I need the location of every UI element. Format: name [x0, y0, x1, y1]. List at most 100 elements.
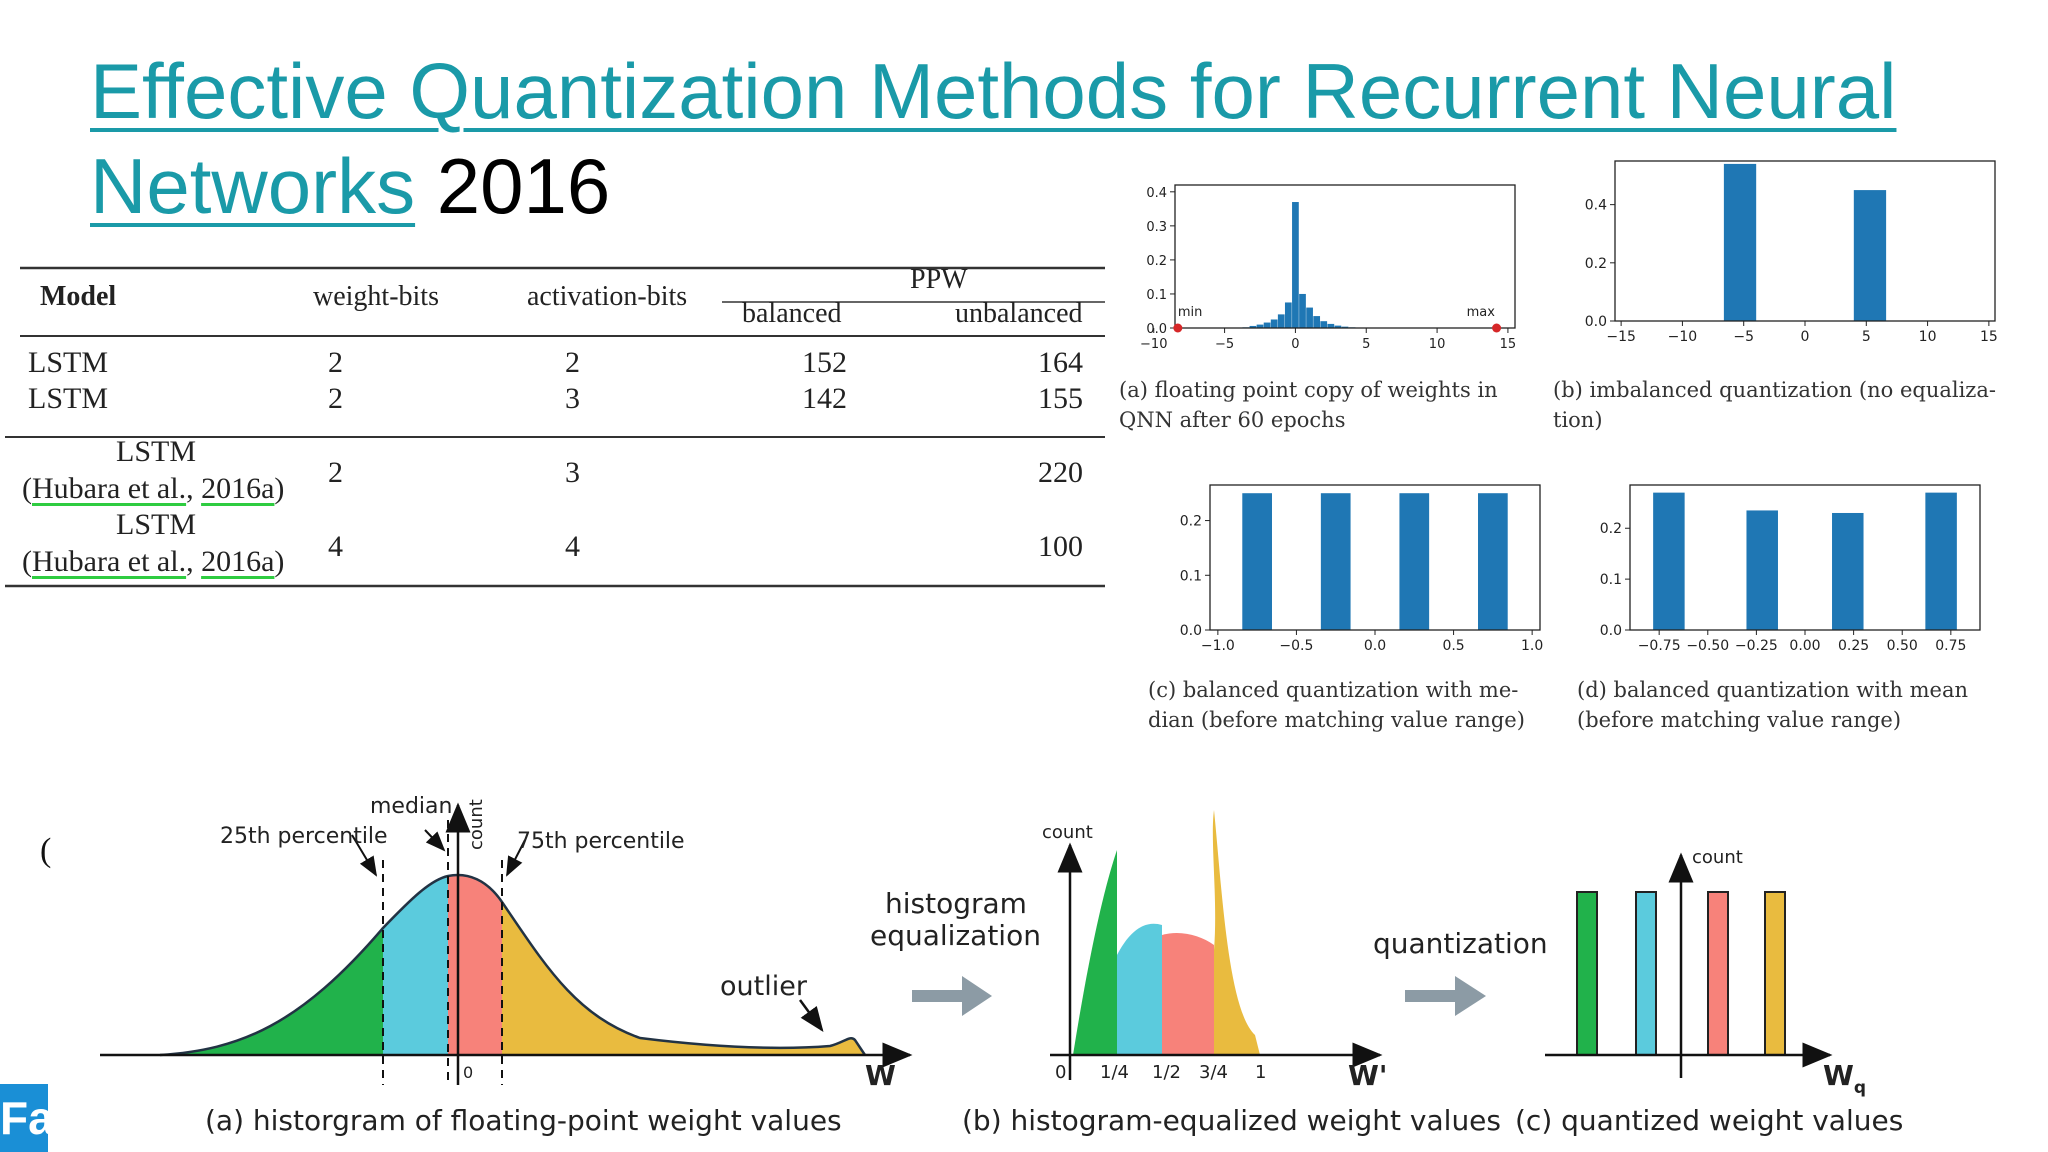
- row4-activation-bits: 4: [565, 530, 580, 563]
- chart-a-ytick-label: 0.3: [1146, 220, 1167, 235]
- row3-weight-bits: 2: [328, 456, 343, 489]
- row3-unbalanced: 220: [1038, 456, 1083, 489]
- caption-b: (b) imbalanced quantization (no equaliza…: [1553, 375, 1996, 435]
- caption-c: (c) balanced quantization with me- dian …: [1148, 675, 1525, 735]
- chart-c-xtick-label: −0.5: [1279, 638, 1313, 654]
- label-25th-percentile: 25th percentile: [220, 824, 388, 849]
- chart-c-bar: [1399, 493, 1430, 630]
- row3-citation: (Hubara et al., 2016a): [22, 472, 285, 505]
- label-75th-percentile: 75th percentile: [517, 829, 685, 854]
- paper-title-link-cont[interactable]: Networks: [90, 142, 416, 230]
- chart-d-xtick-label: 0.25: [1838, 638, 1869, 654]
- chart-a-bar: [1263, 322, 1271, 328]
- chart-b-bar: [1723, 163, 1757, 321]
- caption-fig-c: (c) quantized weight values: [1515, 1104, 1903, 1137]
- header-activation-bits: activation-bits: [527, 281, 688, 312]
- row1-model: LSTM: [28, 346, 109, 379]
- caption-c-line1: (c) balanced quantization with me-: [1148, 678, 1519, 702]
- caption-a-line1: (a) floating point copy of weights in: [1119, 378, 1498, 402]
- chart-c-xtick-label: 0.5: [1442, 638, 1464, 654]
- row1-activation-bits: 2: [565, 346, 580, 379]
- tick-b-4: 1: [1255, 1062, 1266, 1083]
- chart-b-xtick-label: 15: [1980, 329, 1998, 345]
- row2-model: LSTM: [28, 382, 109, 415]
- citation-author-link[interactable]: Hubara et al.: [32, 545, 187, 578]
- arrow-label-equalization: equalization: [870, 919, 1041, 952]
- chart-b-xtick-label: −10: [1668, 329, 1698, 345]
- chart-a-bar: [1277, 314, 1285, 328]
- chart-c-bar: [1242, 493, 1272, 630]
- quantization-arrow-icon: [1405, 976, 1486, 1016]
- chart-b-ytick-label: 0.4: [1585, 198, 1607, 214]
- caption-a: (a) floating point copy of weights in QN…: [1119, 375, 1498, 435]
- chart-a-bar: [1341, 326, 1349, 328]
- citation-year-link[interactable]: 2016a: [201, 472, 275, 505]
- chart-d-xtick-label: 0.00: [1789, 638, 1820, 654]
- chart-b-ytick-label: 0.2: [1585, 256, 1607, 272]
- arrow-label-histogram: histogram: [885, 887, 1027, 920]
- row4-model: LSTM: [116, 508, 197, 541]
- caption-a-line2: QNN after 60 epochs: [1119, 408, 1346, 432]
- chart-b-frame: [1614, 160, 1996, 322]
- caption-c-line2: dian (before matching value range): [1148, 708, 1525, 732]
- chart-d-bar: [1746, 510, 1778, 630]
- chart-b-imbalanced-quantization: −15 −10 −5 0 5 10 15 0.0 0.2 0.4: [1585, 160, 1998, 345]
- header-ppw: PPW: [910, 264, 968, 295]
- brand-logo[interactable]: Fa: [0, 1084, 48, 1152]
- chart-d-xtick-label: −0.25: [1735, 638, 1778, 654]
- chart-a-bar: [1256, 324, 1264, 328]
- citation-author-link[interactable]: Hubara et al.: [32, 472, 187, 505]
- arrow-label-quantization: quantization: [1373, 927, 1548, 960]
- chart-a-frame: [1174, 184, 1516, 329]
- header-balanced: balanced: [742, 298, 842, 329]
- tick-b-0: 0: [1055, 1062, 1066, 1083]
- chart-a-bar: [1292, 202, 1299, 328]
- chart-a-xtick-label: 0: [1291, 337, 1299, 352]
- chart-d-xtick-label: 0.75: [1935, 638, 1966, 654]
- label-count-a: count: [466, 799, 487, 850]
- chart-b-bar: [1853, 190, 1887, 321]
- row2-weight-bits: 2: [328, 382, 343, 415]
- chart-a-max-marker: [1492, 323, 1502, 333]
- chart-b-xtick-label: 10: [1919, 329, 1937, 345]
- row2-activation-bits: 3: [565, 382, 580, 415]
- chart-a-weight-histogram: −10 −5 0 5 10 15 0.0 0.1 0.2 0.3 0.4 min max: [1140, 184, 1517, 352]
- chart-c-xtick-label: −1.0: [1201, 638, 1235, 654]
- row1-weight-bits: 2: [328, 346, 343, 379]
- chart-b-xtick-label: 0: [1801, 329, 1810, 345]
- chart-d-bar: [1832, 512, 1864, 630]
- citation-year-link[interactable]: 2016a: [201, 545, 275, 578]
- chart-d-ytick-label: 0.0: [1600, 623, 1622, 639]
- chart-a-bar: [1306, 307, 1313, 328]
- chart-a-bar: [1313, 316, 1321, 328]
- paper-title-link[interactable]: Effective Quantization Methods for Recur…: [90, 47, 1897, 135]
- chart-c-ytick-label: 0.2: [1180, 514, 1202, 530]
- chart-a-ytick-label: 0.2: [1146, 254, 1167, 269]
- chart-b-xtick-label: −5: [1733, 329, 1754, 345]
- equalization-arrow-icon: [912, 976, 992, 1016]
- chart-a-xtick-label: 15: [1500, 337, 1517, 352]
- tick-b-2: 1/2: [1152, 1062, 1181, 1083]
- stray-paren: (: [40, 832, 52, 869]
- chart-a-ytick-label: 0.0: [1146, 322, 1167, 337]
- label-count-b: count: [1042, 822, 1093, 843]
- chart-c-ytick-label: 0.0: [1180, 623, 1202, 639]
- row3-activation-bits: 3: [565, 456, 580, 489]
- chart-a-xtick-label: 5: [1362, 337, 1370, 352]
- chart-d-balanced-mean: −0.75 −0.50 −0.25 0.00 0.25 0.50 0.75 0.0 0.1 0.2: [1600, 484, 1981, 654]
- caption-fig-a: (a) historgram of floating-point weight …: [205, 1104, 842, 1137]
- tick-b-3: 3/4: [1199, 1062, 1228, 1083]
- fig-a-density: [100, 802, 913, 1085]
- row3-model: LSTM: [116, 435, 197, 468]
- chart-c-ytick-label: 0.1: [1180, 568, 1202, 584]
- row1-balanced: 152: [802, 346, 847, 379]
- row1-unbalanced: 164: [1038, 346, 1083, 379]
- chart-d-xtick-label: −0.75: [1638, 638, 1681, 654]
- label-median: median: [370, 794, 452, 819]
- label-zero-a: 0: [463, 1063, 473, 1082]
- header-model: Model: [40, 281, 117, 312]
- chart-d-ytick-label: 0.1: [1600, 572, 1622, 588]
- caption-b-line2: tion): [1553, 408, 1603, 432]
- chart-c-bar: [1478, 493, 1508, 630]
- quantization-diagram: 25th percentile median count 75th percen…: [100, 794, 1903, 1137]
